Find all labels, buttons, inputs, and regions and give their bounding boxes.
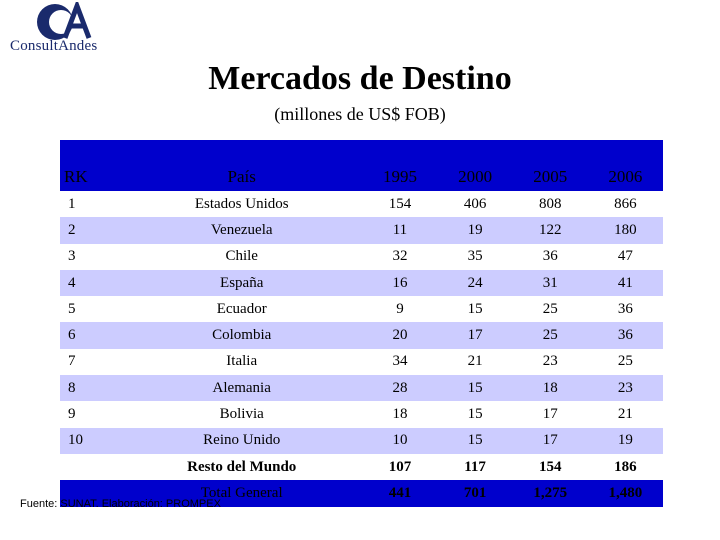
rank-cell: 9 xyxy=(60,401,122,428)
rest-label: Resto del Mundo xyxy=(121,453,363,481)
value-cell: 36 xyxy=(587,296,663,323)
value-cell: 25 xyxy=(512,322,588,349)
value-cell: 701 xyxy=(437,480,513,508)
value-cell: 23 xyxy=(512,348,588,376)
value-cell: 31 xyxy=(512,269,588,297)
country-cell: Alemania xyxy=(121,375,363,402)
value-cell: 23 xyxy=(587,375,663,402)
value-cell: 17 xyxy=(437,322,513,349)
table-row: 8 Alemania 28 15 18 23 xyxy=(60,375,663,402)
column-header: 1995 xyxy=(362,140,438,191)
value-cell: 154 xyxy=(512,453,588,481)
value-cell: 18 xyxy=(362,401,438,428)
country-cell: Colombia xyxy=(121,322,363,349)
consultandes-logo: ConsultAndes xyxy=(10,2,120,57)
table-row: 7 Italia 34 21 23 25 xyxy=(60,348,663,376)
table-row: 9 Bolivia 18 15 17 21 xyxy=(60,401,663,428)
value-cell: 15 xyxy=(437,427,513,454)
table-row: 5 Ecuador 9 15 25 36 xyxy=(60,296,663,323)
country-cell: Reino Unido xyxy=(121,427,363,454)
value-cell: 19 xyxy=(587,427,663,454)
value-cell: 16 xyxy=(362,269,438,297)
table-row: 4 España 16 24 31 41 xyxy=(60,269,663,297)
value-cell: 36 xyxy=(587,322,663,349)
value-cell: 15 xyxy=(437,375,513,402)
value-cell: 9 xyxy=(362,296,438,323)
value-cell: 21 xyxy=(587,401,663,428)
country-cell: Ecuador xyxy=(121,296,363,323)
rank-cell: 7 xyxy=(60,348,122,376)
rank-cell: 4 xyxy=(60,269,122,297)
value-cell: 1,480 xyxy=(587,480,663,508)
column-header: 2005 xyxy=(512,140,588,191)
value-cell: 41 xyxy=(587,269,663,297)
page-title: Mercados de Destino xyxy=(208,60,512,97)
value-cell: 866 xyxy=(587,191,663,218)
empty-cell xyxy=(60,480,122,508)
value-cell: 11 xyxy=(362,217,438,244)
value-cell: 20 xyxy=(362,322,438,349)
value-cell: 15 xyxy=(437,296,513,323)
column-header: RK xyxy=(60,140,122,191)
value-cell: 122 xyxy=(512,217,588,244)
value-cell: 17 xyxy=(512,401,588,428)
value-cell: 154 xyxy=(362,191,438,218)
value-cell: 186 xyxy=(587,453,663,481)
rank-cell: 8 xyxy=(60,375,122,402)
page-subtitle: (millones de US$ FOB) xyxy=(274,104,446,124)
value-cell: 34 xyxy=(362,348,438,376)
rank-cell: 5 xyxy=(60,296,122,323)
rank-cell: 6 xyxy=(60,322,122,349)
country-cell: Bolivia xyxy=(121,401,363,428)
value-cell: 35 xyxy=(437,243,513,270)
value-cell: 19 xyxy=(437,217,513,244)
value-cell: 32 xyxy=(362,243,438,270)
table-row: 10 Reino Unido 10 15 17 19 xyxy=(60,427,663,454)
value-cell: 808 xyxy=(512,191,588,218)
table-row: 1 Estados Unidos 154 406 808 866 xyxy=(60,191,663,218)
country-cell: Venezuela xyxy=(121,217,363,244)
value-cell: 21 xyxy=(437,348,513,376)
table-header-row: RK País 1995 2000 2005 2006 xyxy=(60,140,663,191)
brand-name: ConsultAndes xyxy=(10,38,98,54)
value-cell: 36 xyxy=(512,243,588,270)
table-row: 3 Chile 32 35 36 47 xyxy=(60,243,663,270)
value-cell: 18 xyxy=(512,375,588,402)
country-cell: Estados Unidos xyxy=(121,191,363,218)
column-header: 2006 xyxy=(587,140,663,191)
rank-cell: 2 xyxy=(60,217,122,244)
country-cell: Italia xyxy=(121,348,363,376)
value-cell: 28 xyxy=(362,375,438,402)
value-cell: 107 xyxy=(362,453,438,481)
value-cell: 24 xyxy=(437,269,513,297)
value-cell: 180 xyxy=(587,217,663,244)
value-cell: 25 xyxy=(587,348,663,376)
value-cell: 441 xyxy=(362,480,438,508)
rank-cell: 3 xyxy=(60,243,122,270)
value-cell: 1,275 xyxy=(512,480,588,508)
consultandes-logo-mark xyxy=(37,2,92,40)
country-cell: Chile xyxy=(121,243,363,270)
total-label: Total General xyxy=(121,480,363,508)
rank-cell: 1 xyxy=(60,191,122,218)
empty-cell xyxy=(60,453,122,481)
value-cell: 117 xyxy=(437,453,513,481)
column-header: 2000 xyxy=(437,140,513,191)
value-cell: 25 xyxy=(512,296,588,323)
rank-cell: 10 xyxy=(60,427,122,454)
total-row: Total General 441 701 1,275 1,480 xyxy=(60,480,663,508)
destination-markets-table: RK País 1995 2000 2005 2006 1 Estados Unidos 154… xyxy=(60,140,663,508)
value-cell: 47 xyxy=(587,243,663,270)
value-cell: 17 xyxy=(512,427,588,454)
table-row: 6 Colombia 20 17 25 36 xyxy=(60,322,663,349)
table-row: 2 Venezuela 11 19 122 180 xyxy=(60,217,663,244)
value-cell: 406 xyxy=(437,191,513,218)
value-cell: 15 xyxy=(437,401,513,428)
rest-of-world-row: Resto del Mundo 107 117 154 186 xyxy=(60,453,663,481)
source-footnote: Fuente: SUNAT. Elaboración: PROMPEX xyxy=(20,498,221,510)
value-cell: 10 xyxy=(362,427,438,454)
country-cell: España xyxy=(121,269,363,297)
column-header: País xyxy=(121,140,363,191)
